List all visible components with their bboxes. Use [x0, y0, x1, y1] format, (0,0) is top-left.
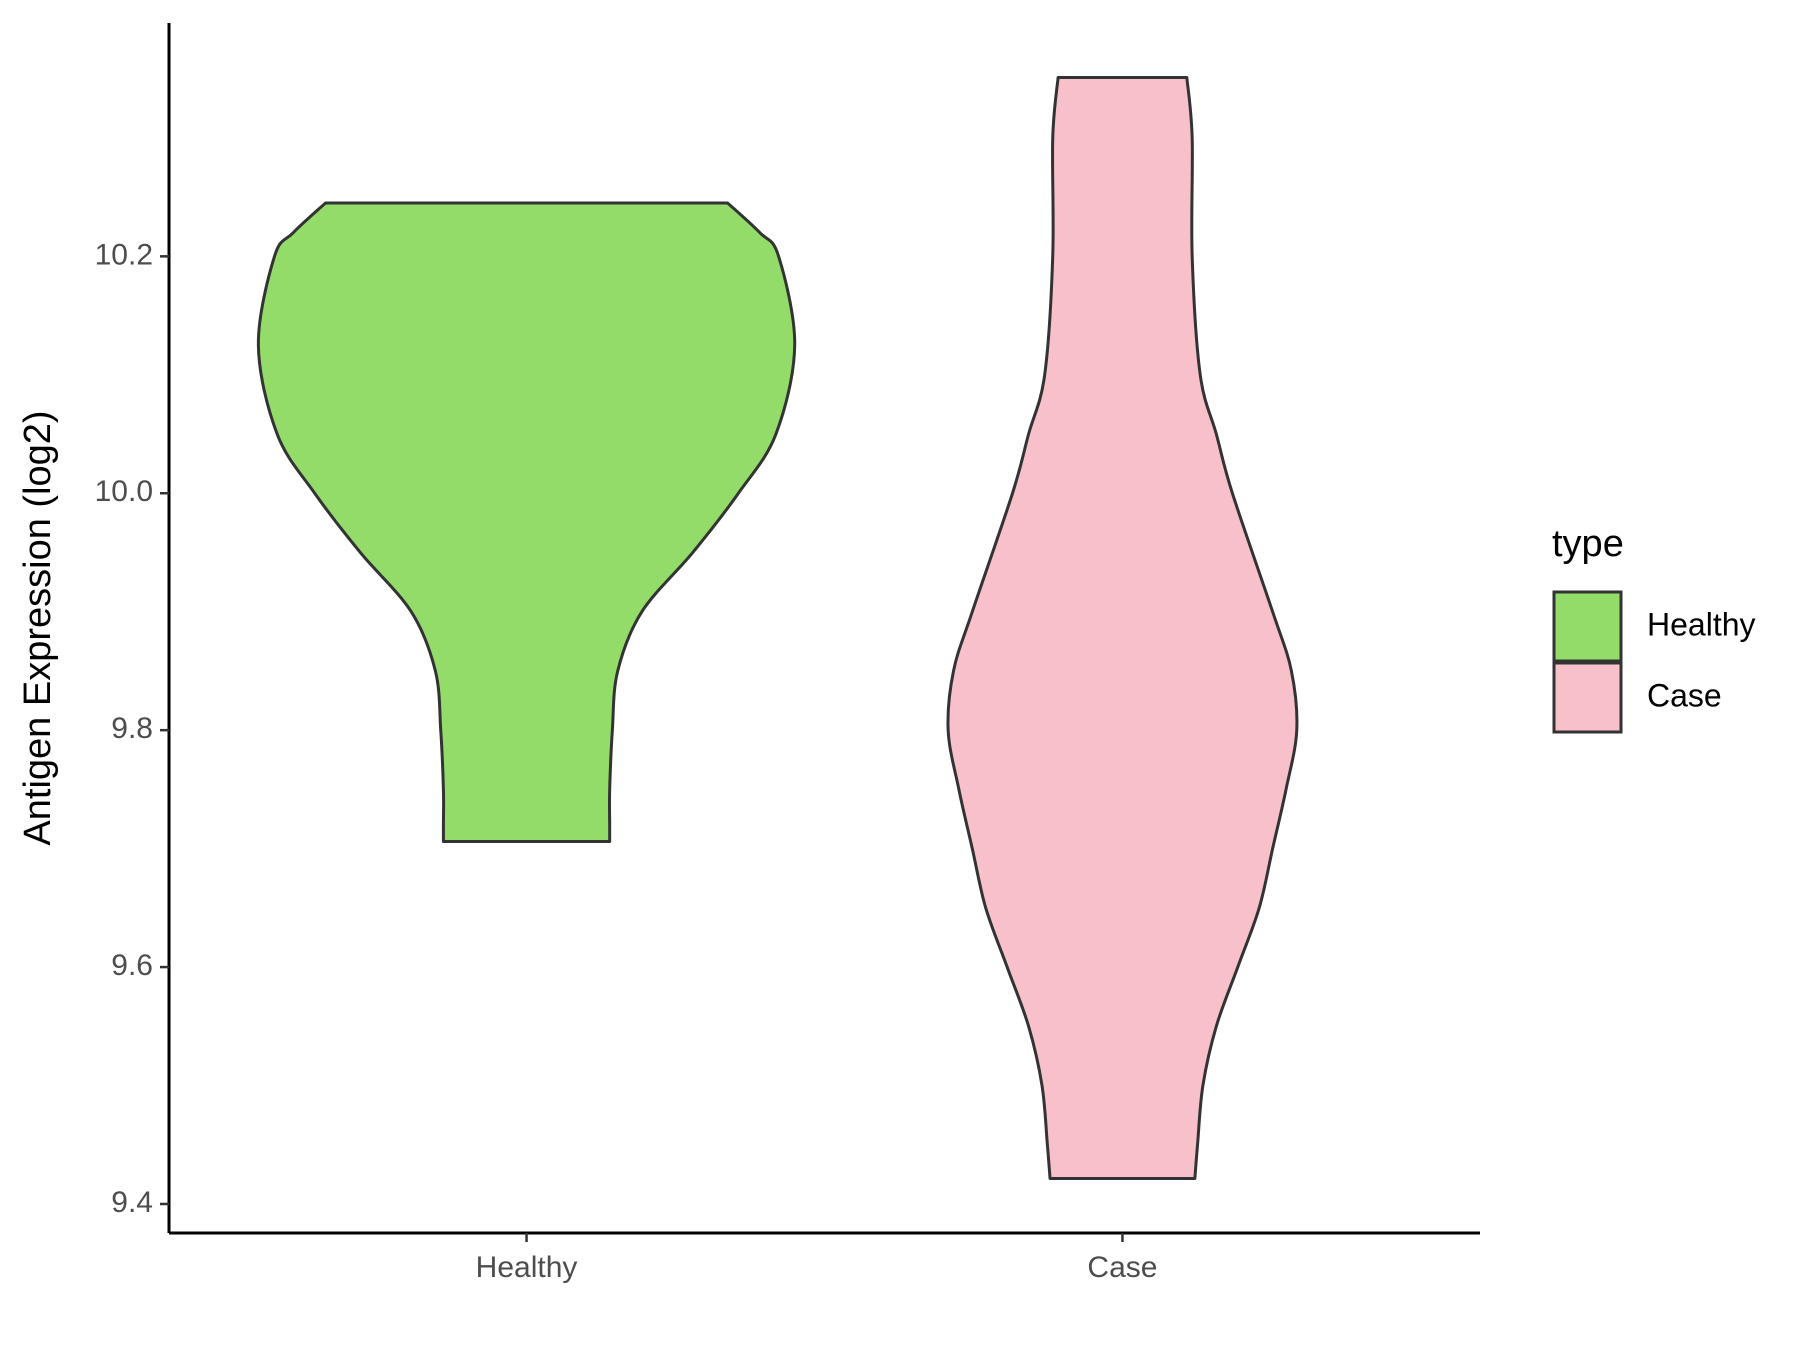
legend-key: [1552, 661, 1623, 734]
y-tick-label: 10.2: [95, 238, 153, 271]
legend-label: Case: [1647, 677, 1722, 713]
y-axis-title: Antigen Expression (log2): [17, 410, 59, 845]
x-tick-label: Healthy: [476, 1251, 578, 1284]
y-tick-label: 9.4: [111, 1186, 153, 1219]
y-tick-label: 9.6: [111, 949, 153, 982]
violin: [946, 75, 1299, 1181]
legend-label: Healthy: [1647, 606, 1756, 642]
legend-title: type: [1552, 523, 1624, 565]
y-tick-label: 9.8: [111, 712, 153, 745]
x-tick-label: Case: [1087, 1251, 1157, 1284]
violin: [256, 201, 797, 844]
legend-key: [1552, 590, 1623, 663]
y-tick-label: 10.0: [95, 475, 153, 508]
